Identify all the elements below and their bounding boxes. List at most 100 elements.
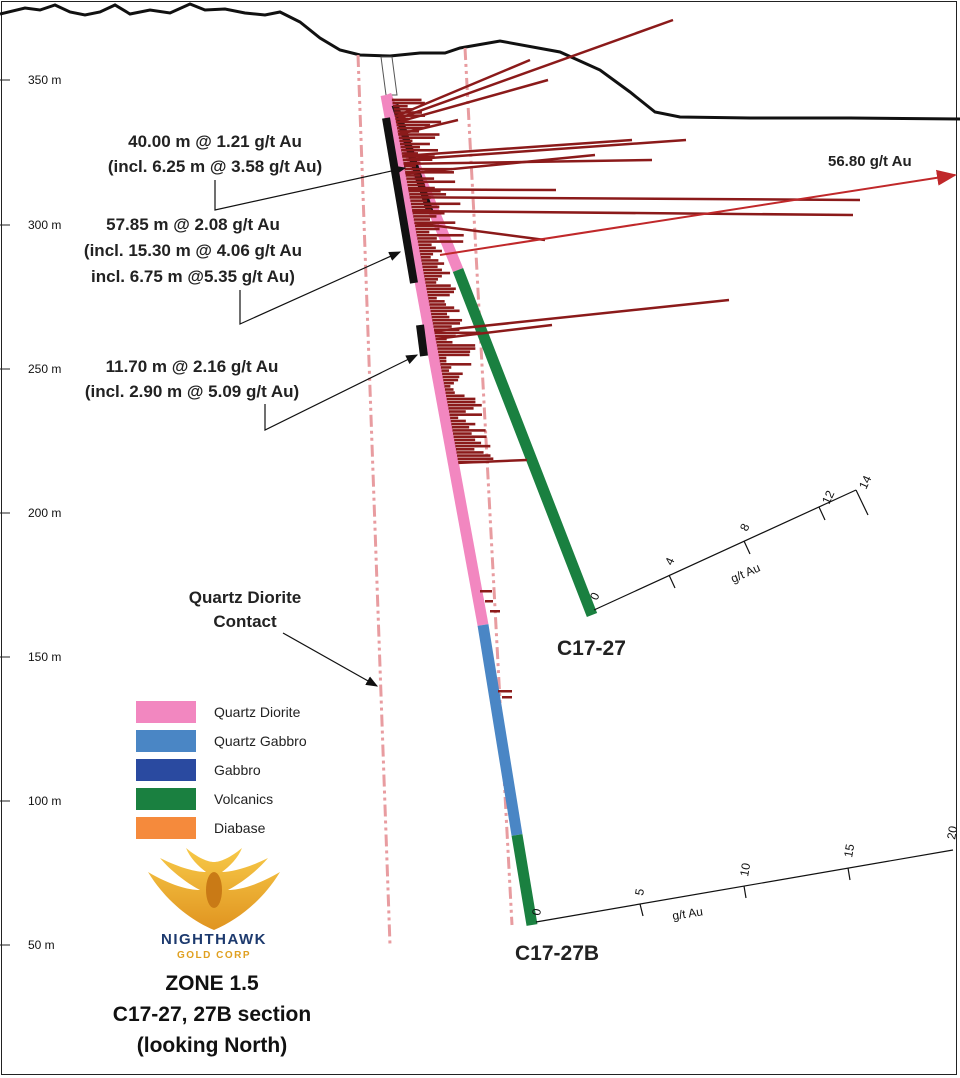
assay-bar	[402, 138, 687, 162]
assay-bar	[393, 108, 414, 111]
annotation-2-line-2: (incl. 15.30 m @ 4.06 g/t Au	[84, 241, 302, 260]
assay-bar	[446, 394, 465, 398]
assay-bar	[424, 278, 438, 281]
legend-swatch-quartz-gabbro	[136, 730, 196, 752]
assay-bar	[429, 306, 455, 309]
assay-bar	[422, 265, 438, 269]
assay-bar	[490, 610, 500, 613]
title-line-3: (looking North)	[137, 1034, 287, 1057]
assay-bar	[420, 252, 434, 256]
assay-bar	[454, 441, 482, 445]
assay-bar	[450, 416, 459, 420]
assay-bar	[391, 98, 422, 102]
assay-bar	[399, 139, 413, 143]
assay-bar	[439, 356, 447, 360]
logo-name: NIGHTHAWK	[161, 931, 267, 948]
assay-bar	[417, 237, 437, 240]
assay-bar	[424, 274, 442, 278]
assay-bar	[415, 227, 440, 231]
assay-bar	[399, 142, 430, 146]
assay-bar	[408, 189, 441, 193]
assay-bar	[402, 155, 435, 158]
assay-bar	[435, 337, 447, 341]
assay-bar	[444, 385, 451, 388]
assay-bar	[395, 120, 442, 124]
assay-bar	[412, 211, 445, 215]
assay-bar	[431, 312, 448, 316]
assay-bar	[414, 221, 456, 224]
legend-label: Diabase	[214, 820, 266, 836]
assay-bar	[414, 224, 440, 228]
assay-bar	[421, 259, 439, 262]
assay-bar	[409, 196, 432, 199]
annotation-2: 57.85 m @ 2.08 g/t Au (incl. 15.30 m @ 4…	[84, 215, 402, 325]
assay-bar	[427, 290, 455, 294]
assay-bar	[456, 451, 484, 454]
assay-bar	[403, 161, 421, 165]
annotation-3-line-1: 11.70 m @ 2.16 g/t Au	[106, 357, 279, 376]
scale-1-tick: 14	[856, 473, 874, 491]
assay-bar	[428, 296, 437, 300]
legend-label: Quartz Gabbro	[214, 733, 307, 749]
assay-bar	[430, 309, 460, 313]
annotation-1: 40.00 m @ 1.21 g/t Au (incl. 6.25 m @ 3.…	[108, 132, 407, 211]
assay-bar	[446, 397, 476, 401]
assay-bar	[401, 148, 439, 152]
elevation-label: 50 m	[28, 938, 55, 952]
assay-bar	[400, 145, 420, 149]
annotation-3-line-2: (incl. 2.90 m @ 5.09 g/t Au)	[85, 382, 299, 401]
assay-bar	[436, 340, 453, 344]
assay-bar	[413, 215, 437, 218]
annotation-1-line-1: 40.00 m @ 1.21 g/t Au	[128, 132, 302, 151]
assay-bar	[432, 322, 461, 325]
assay-bar	[405, 174, 421, 177]
assay-bar	[425, 281, 437, 284]
assay-bar	[423, 271, 451, 275]
assay-bar	[453, 432, 472, 435]
assay-bar	[454, 438, 476, 442]
assay-bar	[451, 425, 470, 429]
assay-bar	[457, 457, 494, 461]
assay-bar	[448, 410, 466, 413]
assay-bar	[440, 366, 452, 369]
assay-bar	[428, 300, 445, 303]
assay-bar	[441, 369, 450, 372]
assay-bar	[405, 153, 596, 175]
assay-bar	[421, 262, 445, 265]
elevation-label: 200 m	[28, 506, 61, 520]
assay-bar	[411, 205, 440, 209]
contact-label-line-1: Quartz Diorite	[189, 588, 301, 607]
assay-bar	[409, 193, 447, 196]
assay-bar	[443, 378, 459, 382]
assay-bar	[404, 167, 453, 171]
interval-bar-3	[416, 324, 428, 357]
assay-bar	[401, 152, 419, 155]
assay-bar	[406, 177, 435, 180]
assay-bar	[442, 372, 463, 376]
assay-bar	[419, 249, 442, 253]
assay-bar	[427, 293, 450, 297]
assay-bar	[447, 400, 476, 404]
legend-swatch-diabase	[136, 817, 196, 839]
assay-bar	[458, 460, 490, 464]
assay-bar	[393, 104, 408, 108]
assay-bar	[397, 126, 424, 130]
elevation-label: 250 m	[28, 362, 61, 376]
scale-1-tick: 8	[737, 521, 753, 533]
logo-sub: GOLD CORP	[177, 950, 251, 961]
assay-bar	[438, 350, 471, 354]
assay-bar	[398, 136, 436, 139]
assay-bar	[437, 347, 476, 350]
assay-bar	[420, 255, 431, 259]
assay-bar	[457, 454, 491, 457]
scale-2-tick: 15	[841, 843, 857, 859]
hole-label-c17-27b: C17-27B	[515, 942, 599, 965]
assay-bar	[419, 246, 436, 250]
assay-bar	[450, 419, 466, 423]
assay-bar	[412, 209, 854, 217]
assay-bar	[395, 117, 409, 121]
assay-bar	[429, 303, 447, 306]
annotation-2-line-3: incl. 6.75 m @5.35 g/t Au)	[91, 267, 295, 286]
elevation-label: 350 m	[28, 73, 61, 87]
